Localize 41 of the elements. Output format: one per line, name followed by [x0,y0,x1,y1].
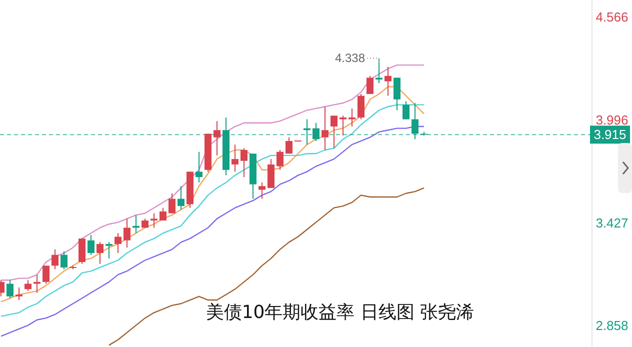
candlestick [366,75,374,94]
candlestick [348,108,356,128]
candlestick [196,151,202,184]
candlestick [168,192,176,214]
text: 美债10年期收益率 日线图 张尧浠 [206,302,474,323]
candlestick [340,115,346,136]
candlestick [286,136,292,154]
candlestick [150,212,158,228]
candlestick [178,186,184,210]
candlestick [214,120,220,156]
candlestick [114,232,122,254]
candlestick [88,234,94,256]
candlestick [384,66,392,96]
candlestick [16,286,22,301]
y-tick-label: 2.858 [596,318,628,334]
candlestick [78,238,86,264]
candlestick [322,106,328,151]
candlestick [60,250,68,270]
candlestick [160,207,166,221]
candlestick [268,158,274,188]
candlestick [106,242,112,259]
candlestick [394,77,400,111]
ref-line-label: 3.915 [594,127,626,142]
candlestick [232,144,238,172]
candlestick [42,265,50,284]
annotation: 4.338 [334,51,366,66]
candlestick [402,100,410,120]
candlestick [96,242,104,264]
candlestick [258,182,266,200]
candlestick [358,93,364,120]
candlestick [52,248,58,270]
candlestick [6,280,14,299]
y-tick-label: 3.427 [596,215,628,230]
candlestick [240,148,248,178]
candlestick [330,115,338,149]
candlestick [124,218,130,248]
line-series [0,64,425,281]
candlestick [24,280,32,292]
y-tick-label: 4.566 [596,9,628,24]
y-tick-label: 3.996 [596,112,628,128]
candlestick [276,150,284,170]
